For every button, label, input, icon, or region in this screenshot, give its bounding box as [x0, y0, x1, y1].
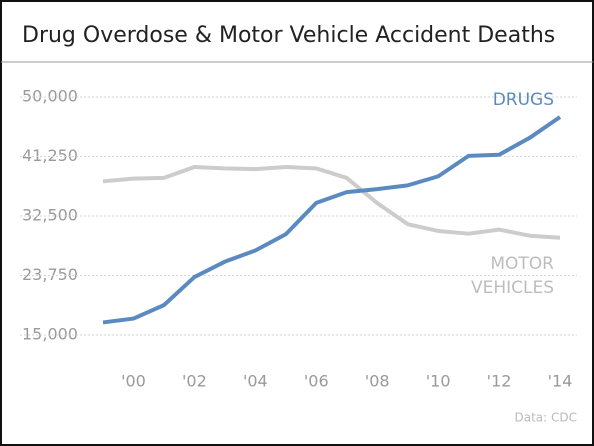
y-tick-label: 50,000: [22, 87, 78, 106]
series-line: [102, 165, 561, 240]
series-label: MOTOR VEHICLES: [470, 254, 554, 298]
x-tick-label: '08: [365, 372, 390, 391]
x-tick-label: '02: [182, 372, 207, 391]
chart-title: Drug Overdose & Motor Vehicle Accident D…: [22, 23, 555, 48]
x-tick-label: '04: [243, 372, 268, 391]
x-tick-label: '12: [487, 372, 512, 391]
y-tick-label: 15,000: [22, 325, 78, 344]
x-tick-label: '00: [121, 372, 146, 391]
y-tick-label: 41,250: [22, 146, 78, 165]
x-tick-label: '06: [304, 372, 329, 391]
x-tick-label: '10: [426, 372, 451, 391]
x-tick-label: '14: [548, 372, 573, 391]
y-tick-label: 32,500: [22, 206, 78, 225]
y-tick-label: 23,750: [22, 265, 78, 284]
source: Data: CDC: [514, 411, 577, 425]
series-label: DRUGS: [492, 90, 554, 110]
series-line: [102, 115, 562, 325]
